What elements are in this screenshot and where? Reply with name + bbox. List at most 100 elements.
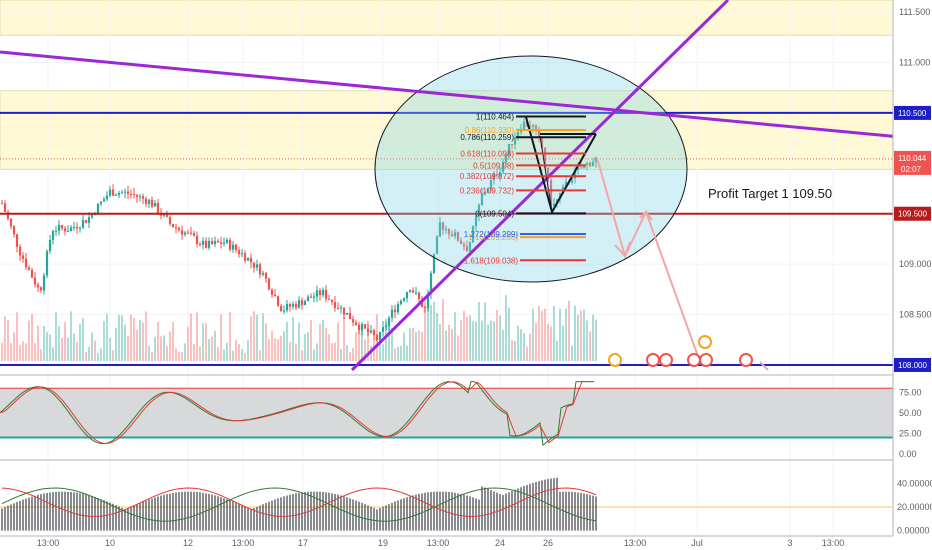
candle[interactable] (465, 246, 469, 252)
candle[interactable] (390, 309, 394, 318)
stoch-d-line[interactable] (0, 381, 594, 445)
candle[interactable] (15, 234, 19, 247)
candle[interactable] (486, 188, 490, 193)
drawings[interactable] (0, 0, 932, 372)
candle[interactable] (528, 126, 532, 128)
candle[interactable] (273, 294, 277, 297)
candle[interactable] (357, 325, 361, 330)
candle[interactable] (468, 242, 472, 252)
candle[interactable] (126, 191, 130, 194)
candle[interactable] (387, 317, 391, 326)
candle[interactable] (504, 154, 508, 163)
candle[interactable] (276, 296, 280, 306)
candle[interactable] (39, 287, 43, 291)
candle[interactable] (477, 204, 481, 216)
candle[interactable] (162, 214, 166, 216)
candle[interactable] (102, 199, 106, 202)
candle[interactable] (27, 267, 31, 270)
candle[interactable] (282, 310, 286, 312)
candle[interactable] (201, 240, 205, 245)
candle[interactable] (255, 264, 259, 268)
candlesticks[interactable] (0, 118, 598, 342)
candle[interactable] (96, 203, 100, 215)
histogram-pane[interactable] (0, 477, 893, 531)
candle[interactable] (135, 194, 139, 197)
candle[interactable] (165, 214, 169, 217)
candle[interactable] (429, 273, 433, 294)
candle[interactable] (174, 227, 178, 229)
support-price-badge[interactable] (894, 206, 931, 221)
candle[interactable] (288, 304, 292, 307)
candle[interactable] (492, 174, 496, 181)
candle[interactable] (408, 290, 412, 293)
candle[interactable] (438, 222, 442, 237)
candle[interactable] (570, 178, 574, 183)
candle[interactable] (540, 137, 544, 149)
candle[interactable] (414, 292, 418, 294)
candle[interactable] (54, 230, 58, 232)
candle[interactable] (411, 290, 415, 293)
candle[interactable] (144, 198, 148, 205)
candle[interactable] (267, 278, 271, 290)
candle[interactable] (576, 167, 580, 170)
candle[interactable] (123, 191, 127, 193)
candle[interactable] (471, 226, 475, 243)
candle[interactable] (405, 292, 409, 299)
fib-levels[interactable]: 1(110.464) 0.86(110.330)0.786(110.259) 0.6… (460, 113, 586, 266)
candle[interactable] (585, 162, 589, 165)
candle[interactable] (18, 246, 22, 256)
candle[interactable] (87, 217, 91, 223)
candle[interactable] (537, 130, 541, 138)
candle[interactable] (108, 189, 112, 196)
candle[interactable] (57, 224, 61, 231)
candle[interactable] (234, 244, 238, 251)
candle[interactable] (375, 335, 379, 341)
candle[interactable] (303, 301, 307, 306)
event-badge[interactable] (608, 353, 622, 367)
candle[interactable] (183, 232, 187, 235)
candle[interactable] (579, 167, 583, 169)
candle[interactable] (363, 324, 367, 329)
event-badge[interactable] (646, 353, 660, 367)
candle[interactable] (81, 220, 85, 228)
ascending-trendline[interactable] (350, 0, 730, 372)
candle[interactable] (12, 226, 16, 235)
candle[interactable] (30, 269, 34, 278)
candle[interactable] (450, 234, 454, 237)
candle[interactable] (297, 300, 301, 308)
candle[interactable] (321, 289, 325, 296)
candle[interactable] (324, 289, 328, 299)
candle[interactable] (36, 284, 40, 288)
candle[interactable] (24, 258, 28, 268)
candle[interactable] (507, 144, 511, 155)
candle[interactable] (246, 257, 250, 261)
candle[interactable] (147, 199, 151, 205)
candle[interactable] (591, 161, 595, 167)
candle[interactable] (0, 203, 4, 205)
candle[interactable] (402, 298, 406, 301)
candle[interactable] (219, 242, 223, 244)
candle[interactable] (249, 257, 253, 263)
candle[interactable] (474, 215, 478, 227)
candle[interactable] (42, 275, 46, 291)
candle[interactable] (426, 293, 430, 309)
candle[interactable] (177, 227, 181, 231)
candle[interactable] (495, 174, 499, 176)
candle[interactable] (120, 192, 124, 194)
candle[interactable] (327, 298, 331, 300)
stoch-k-line[interactable] (0, 381, 594, 447)
candle[interactable] (393, 309, 397, 313)
candle[interactable] (141, 196, 145, 199)
candle[interactable] (117, 193, 121, 196)
candle[interactable] (279, 305, 283, 312)
candle[interactable] (333, 302, 337, 309)
candle[interactable] (48, 239, 52, 252)
candle[interactable] (186, 232, 190, 234)
candle[interactable] (483, 192, 487, 194)
candle[interactable] (21, 255, 25, 259)
candle[interactable] (534, 125, 538, 131)
candle[interactable] (258, 264, 262, 275)
candle[interactable] (549, 180, 553, 206)
candle[interactable] (378, 331, 382, 341)
candle[interactable] (222, 242, 226, 244)
